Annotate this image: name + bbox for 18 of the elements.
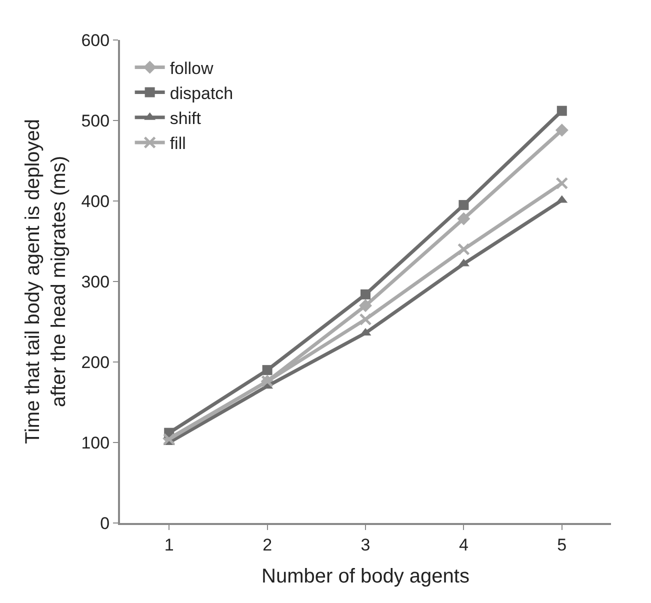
x-tick-label: 4: [458, 535, 468, 554]
x-tick-label: 3: [360, 535, 370, 554]
legend-label: shift: [170, 109, 202, 128]
y-tick-label: 0: [100, 514, 110, 533]
x-tick-label: 1: [164, 535, 174, 554]
y-tick-label: 500: [81, 111, 110, 130]
y-tick-label: 200: [81, 352, 110, 372]
x-tick-label: 2: [262, 535, 272, 554]
y-tick-label: 400: [81, 192, 110, 211]
x-tick-label: 5: [557, 535, 567, 554]
legend-label: dispatch: [170, 84, 234, 103]
x-axis-title: Number of body agents: [262, 565, 470, 588]
y-axis-title: Time that tail body agent is deployed after the head migrates (ms): [22, 118, 70, 444]
y-tick-label: 100: [81, 433, 110, 452]
legend-label: fill: [170, 134, 186, 154]
legend-label: follow: [170, 58, 214, 78]
y-tick-label: 300: [81, 272, 110, 292]
y-tick-label: 600: [81, 30, 110, 50]
